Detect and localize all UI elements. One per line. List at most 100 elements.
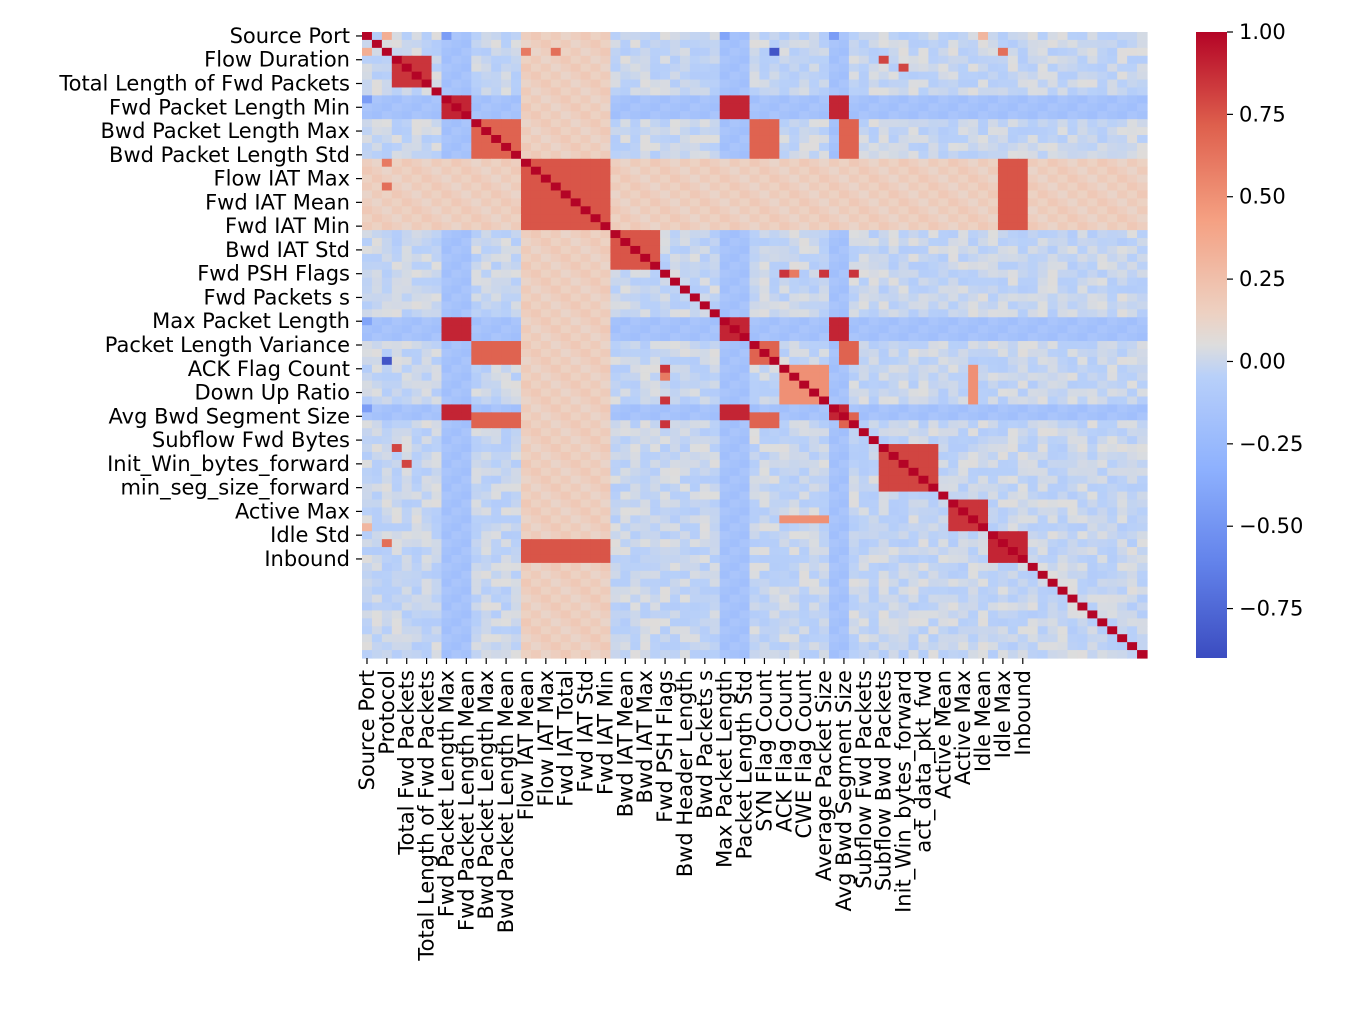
heatmap-cell bbox=[620, 317, 631, 326]
heatmap-cell bbox=[1097, 459, 1108, 469]
heatmap-cell bbox=[550, 182, 562, 192]
heatmap-cell bbox=[968, 475, 979, 485]
heatmap-cell bbox=[838, 111, 850, 120]
heatmap-cell bbox=[670, 103, 681, 112]
heatmap-cell bbox=[769, 119, 780, 128]
heatmap-cell bbox=[1097, 39, 1108, 49]
heatmap-cell bbox=[550, 87, 562, 96]
heatmap-cell bbox=[441, 444, 453, 453]
heatmap-cell bbox=[491, 206, 502, 215]
heatmap-cell bbox=[779, 47, 790, 57]
heatmap-cell bbox=[988, 396, 999, 406]
heatmap-cell bbox=[769, 261, 780, 271]
heatmap-cell bbox=[878, 301, 890, 310]
heatmap-cell bbox=[1047, 95, 1059, 104]
heatmap-cell bbox=[918, 238, 929, 247]
heatmap-cell bbox=[829, 277, 840, 287]
heatmap-cell bbox=[769, 103, 780, 112]
heatmap-cell bbox=[491, 341, 502, 350]
heatmap-cell bbox=[789, 166, 800, 176]
heatmap-cell bbox=[809, 341, 820, 350]
heatmap-cell bbox=[1067, 261, 1079, 271]
heatmap-cell bbox=[908, 317, 920, 326]
heatmap-cell bbox=[709, 467, 721, 477]
heatmap-cell bbox=[391, 396, 403, 406]
heatmap-cell bbox=[471, 261, 482, 271]
heatmap-cell bbox=[908, 150, 920, 160]
heatmap-cell bbox=[620, 348, 631, 358]
heatmap-cell bbox=[580, 483, 592, 493]
heatmap-cell bbox=[530, 483, 542, 493]
heatmap-cell bbox=[501, 301, 512, 310]
heatmap-cell bbox=[809, 158, 820, 168]
heatmap-cell bbox=[570, 214, 582, 223]
heatmap-cell bbox=[809, 475, 820, 485]
heatmap-cell bbox=[421, 32, 433, 41]
heatmap-cell bbox=[819, 245, 830, 255]
heatmap-cell bbox=[640, 142, 651, 152]
heatmap-cell bbox=[789, 499, 800, 509]
heatmap-cell bbox=[501, 55, 512, 65]
heatmap-cell bbox=[719, 444, 731, 453]
heatmap-cell bbox=[650, 412, 661, 421]
heatmap-cell bbox=[719, 103, 731, 112]
heatmap-cell bbox=[570, 507, 582, 516]
heatmap-cell bbox=[699, 158, 711, 168]
heatmap-cell bbox=[610, 523, 621, 532]
heatmap-cell bbox=[670, 285, 681, 295]
heatmap-cell bbox=[620, 253, 631, 263]
heatmap-cell bbox=[848, 238, 860, 247]
heatmap-cell bbox=[997, 412, 1009, 421]
heatmap-cell bbox=[620, 47, 631, 57]
heatmap-cell bbox=[749, 150, 761, 160]
heatmap-cell bbox=[819, 451, 830, 461]
heatmap-cell bbox=[1077, 420, 1088, 429]
heatmap-cell bbox=[620, 467, 631, 477]
heatmap-cell bbox=[928, 222, 939, 231]
heatmap-cell bbox=[898, 253, 910, 263]
heatmap-cell bbox=[411, 444, 423, 453]
heatmap-cell bbox=[968, 214, 979, 223]
heatmap-cell bbox=[391, 119, 403, 128]
heatmap-cell bbox=[421, 277, 433, 287]
heatmap-cell bbox=[620, 142, 631, 152]
heatmap-cell bbox=[530, 396, 542, 406]
heatmap-cell bbox=[928, 214, 939, 223]
heatmap-cell bbox=[1097, 47, 1108, 57]
heatmap-cell bbox=[501, 420, 512, 429]
heatmap-cell bbox=[948, 127, 959, 136]
heatmap-cell bbox=[858, 301, 870, 310]
heatmap-cell bbox=[411, 135, 423, 144]
heatmap-cell bbox=[570, 127, 582, 136]
heatmap-cell bbox=[560, 380, 572, 390]
heatmap-cell bbox=[451, 71, 462, 81]
heatmap-cell bbox=[550, 396, 562, 406]
heatmap-cell bbox=[431, 238, 443, 247]
heatmap-cell bbox=[829, 491, 840, 501]
heatmap-cell bbox=[580, 499, 592, 509]
heatmap-cell bbox=[918, 277, 929, 287]
heatmap-cell bbox=[441, 396, 453, 406]
heatmap-cell bbox=[819, 142, 830, 152]
heatmap-cell bbox=[759, 39, 771, 49]
heatmap-cell bbox=[1117, 451, 1128, 461]
heatmap-cell bbox=[838, 285, 850, 295]
heatmap-cell bbox=[451, 348, 462, 358]
heatmap-cell bbox=[391, 341, 403, 350]
heatmap-cell bbox=[978, 158, 989, 168]
heatmap-cell bbox=[878, 238, 890, 247]
heatmap-cell bbox=[799, 317, 810, 326]
heatmap-cell bbox=[1027, 301, 1039, 310]
heatmap-cell bbox=[620, 301, 631, 310]
heatmap-cell bbox=[1137, 364, 1148, 374]
heatmap-cell bbox=[719, 142, 731, 152]
heatmap-cell bbox=[630, 71, 641, 81]
heatmap-cell bbox=[928, 253, 939, 263]
heatmap-cell bbox=[739, 491, 751, 501]
heatmap-cell bbox=[908, 451, 920, 461]
heatmap-cell bbox=[580, 222, 592, 231]
heatmap-cell bbox=[719, 39, 731, 49]
heatmap-cell bbox=[411, 198, 423, 207]
heatmap-cell bbox=[689, 356, 701, 366]
heatmap-cell bbox=[878, 420, 890, 429]
